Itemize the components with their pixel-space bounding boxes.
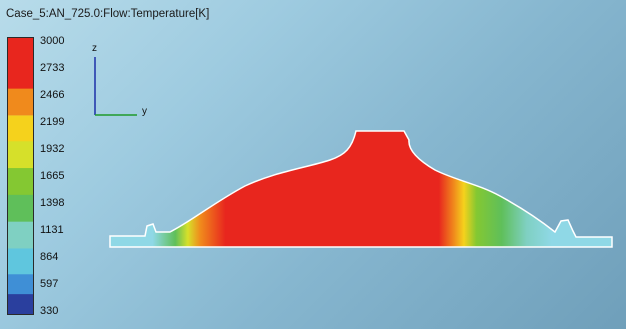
legend-tick: 1398 bbox=[40, 197, 65, 209]
legend-tick: 597 bbox=[40, 278, 59, 290]
y-axis-label: y bbox=[142, 106, 147, 117]
legend-tick: 2466 bbox=[40, 89, 65, 101]
legend-band-3 bbox=[8, 115, 33, 143]
legend-band-6 bbox=[8, 194, 33, 223]
legend-tick: 3000 bbox=[40, 35, 65, 47]
legend-band-4 bbox=[8, 141, 33, 170]
legend-band-0 bbox=[8, 38, 33, 64]
legend-band-2 bbox=[8, 88, 33, 116]
legend-band-5 bbox=[8, 168, 33, 196]
result-title: Case_5:AN_725.0:Flow:Temperature[K] bbox=[6, 8, 210, 20]
legend-tick: 1932 bbox=[40, 143, 65, 155]
z-axis-label: z bbox=[92, 43, 97, 54]
legend-band-9 bbox=[8, 274, 33, 296]
legend-band-10 bbox=[8, 294, 33, 314]
legend-tick: 1131 bbox=[40, 224, 64, 236]
legend-tick: 864 bbox=[40, 251, 59, 263]
legend-tick: 2733 bbox=[40, 62, 65, 74]
legend-band-7 bbox=[8, 221, 33, 250]
legend-tick: 1665 bbox=[40, 170, 65, 182]
domain-shape bbox=[109, 130, 613, 248]
legend-tick: 330 bbox=[40, 305, 59, 317]
temperature-color-legend bbox=[7, 37, 34, 315]
legend-band-1 bbox=[8, 62, 33, 90]
legend-tick: 2199 bbox=[40, 116, 65, 128]
legend-band-8 bbox=[8, 248, 33, 276]
